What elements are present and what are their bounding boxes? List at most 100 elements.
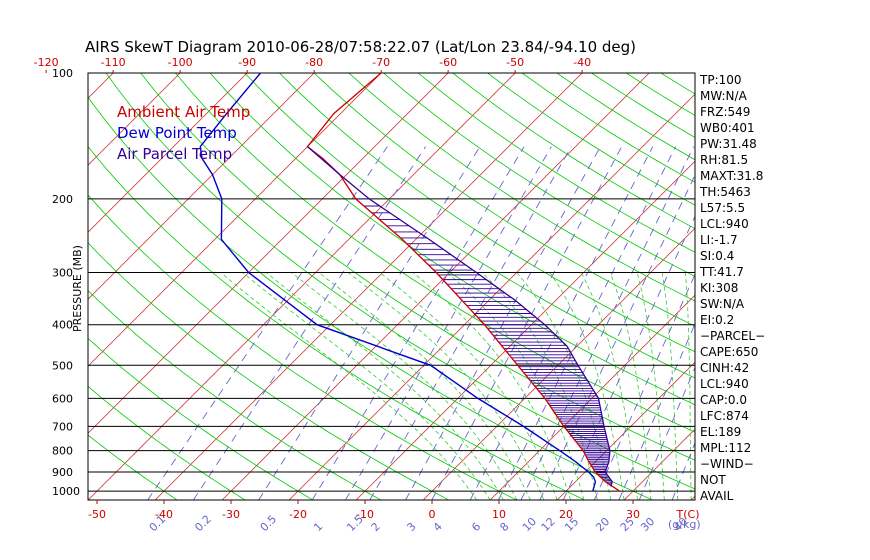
mixing-ratio-line: [311, 146, 525, 500]
moist-adiabat: [318, 272, 531, 500]
stability-index-label: MW:N/A: [700, 89, 748, 103]
y-axis-label: PRESSURE (MB): [71, 245, 84, 332]
dry-adiabat: [383, 73, 695, 277]
dry-adiabat: [660, 73, 695, 95]
isotherm-line: [88, 73, 516, 500]
dry-adiabat: [209, 73, 695, 406]
dry-adiabat: [313, 73, 695, 327]
stability-index-label: TP:100: [699, 73, 742, 87]
stability-index-label: RH:81.5: [700, 153, 748, 167]
top-temp-tick-label: -120: [34, 56, 59, 69]
stability-index-label: EI:0.2: [700, 313, 734, 327]
moist-adiabat: [242, 272, 491, 500]
stability-index-label: PW:31.48: [700, 137, 757, 151]
ambient-temp-line: [306, 72, 620, 492]
mixing-ratio-line: [498, 146, 676, 500]
mixing-ratio-label: 20: [593, 515, 612, 534]
isotherm-line: [154, 73, 583, 500]
pressure-tick-label: 700: [52, 420, 73, 433]
moist-adiabat: [516, 272, 612, 500]
stability-index-label: MPL:112: [700, 441, 751, 455]
dry-adiabat: [88, 145, 585, 500]
dry-adiabat: [244, 73, 695, 379]
isotherm-line: [0, 73, 46, 500]
pressure-tick-label: 600: [52, 392, 73, 405]
pressure-tick-label: 500: [52, 359, 73, 372]
plot-frame: [87, 72, 696, 501]
mixing-ratio-line: [147, 146, 388, 500]
mixing-ratio-label: 4: [431, 520, 445, 534]
moist-adiabat: [685, 272, 692, 500]
dry-adiabat: [88, 194, 517, 500]
dry-adiabat: [800, 73, 870, 500]
mixing-ratio-unit-label: (g/kg): [668, 518, 701, 531]
mixing-ratio-label: 3: [404, 520, 418, 534]
stability-index-label: KI:308: [700, 281, 738, 295]
isotherm-line: [758, 73, 870, 500]
stability-index-label: CINH:42: [700, 361, 749, 375]
temp-tick-label: 10: [492, 508, 506, 521]
legend-dew-point-temp: Dew Point Temp: [117, 124, 237, 142]
temp-tick-label: -50: [88, 508, 106, 521]
mixing-ratio-label: 0.5: [258, 513, 280, 535]
dry-adiabat: [417, 73, 695, 253]
isotherm-line: [221, 73, 650, 500]
stability-index-label: AVAIL: [700, 489, 734, 503]
moist-adiabat: [291, 272, 518, 500]
mixing-ratio-label: 6: [469, 520, 483, 534]
pressure-tick-label: 800: [52, 445, 73, 458]
pressure-tick-label: 400: [52, 319, 73, 332]
top-temp-tick-label: -40: [573, 56, 591, 69]
dry-adiabat: [521, 73, 695, 183]
temp-unit-label: T(C): [676, 508, 700, 521]
moist-adiabat: [549, 272, 625, 500]
isotherm-line: [825, 73, 870, 500]
mixing-ratio-label: 10: [520, 515, 539, 534]
stability-index-label: NOT: [700, 473, 726, 487]
isotherm-line: [422, 227, 695, 500]
stability-index-label: LFC:874: [700, 409, 749, 423]
isotherm-line: [88, 73, 181, 166]
stability-index-label: TT:41.7: [699, 265, 744, 279]
dry-adiabat: [487, 73, 695, 206]
mixing-ratio-line: [369, 146, 572, 500]
stability-index-label: LCL:940: [700, 217, 749, 231]
moist-adiabat: [580, 272, 638, 500]
mixing-ratio-label: 30: [638, 515, 657, 534]
pressure-tick-label: 200: [52, 193, 73, 206]
stability-index-label: SI:0.4: [700, 249, 734, 263]
isotherm-line: [88, 73, 248, 233]
temp-tick-label: -20: [289, 508, 307, 521]
moist-adiabat: [348, 272, 545, 500]
stability-index-label: LCL:940: [700, 377, 749, 391]
mixing-ratio-line: [520, 146, 695, 500]
mixing-ratio-label: 8: [497, 520, 511, 534]
temp-tick-label: 20: [559, 508, 573, 521]
dry-adiabat: [765, 73, 870, 500]
mixing-ratio-line: [345, 146, 552, 500]
mixing-ratio-line: [431, 146, 623, 500]
temp-tick-label: -10: [356, 508, 374, 521]
dry-adiabat: [105, 73, 695, 490]
stability-index-label: TH:5463: [699, 185, 751, 199]
dry-adiabat: [88, 434, 178, 500]
isotherm-line: [288, 93, 695, 500]
temp-tick-label: -30: [222, 508, 240, 521]
top-temp-tick-label: -60: [439, 56, 457, 69]
isotherm-line: [88, 73, 449, 434]
dry-adiabat: [348, 73, 695, 302]
dry-adiabat: [88, 242, 450, 500]
chart-title: AIRS SkewT Diagram 2010-06-28/07:58:22.0…: [85, 38, 636, 56]
moist-adiabat: [379, 272, 558, 500]
pressure-tick-label: 1000: [52, 485, 80, 498]
top-temp-tick-label: -80: [305, 56, 323, 69]
legend: Ambient Air Temp Dew Point Temp Air Parc…: [117, 103, 250, 163]
top-temp-tick-label: -90: [238, 56, 256, 69]
isotherm-line: [88, 73, 315, 300]
mixing-ratio-label: 2: [369, 520, 383, 534]
stability-index-label: LI:-1.7: [700, 233, 738, 247]
mixing-ratio-label: 0.2: [192, 513, 214, 535]
mixing-ratio-line: [638, 366, 695, 500]
dry-adiabat: [279, 73, 695, 353]
